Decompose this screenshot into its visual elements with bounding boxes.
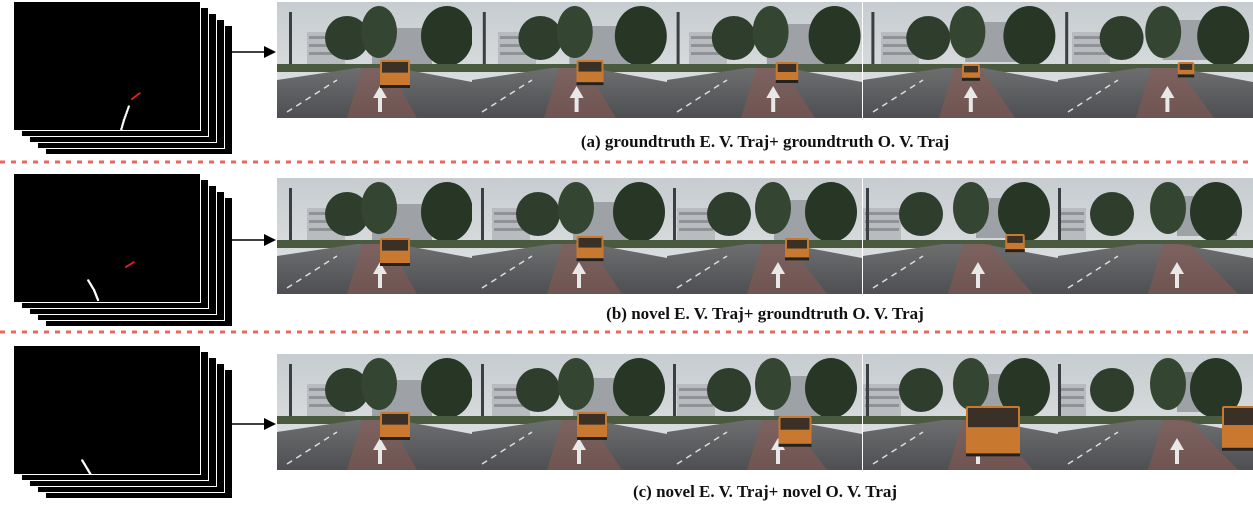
video-frame xyxy=(277,354,472,470)
trajectory-plot xyxy=(119,92,141,130)
bus xyxy=(576,236,604,262)
bus xyxy=(576,60,604,86)
ego-trajectory-point xyxy=(81,459,84,462)
bus xyxy=(776,62,799,83)
row-a: (a) groundtruth E. V. Traj+ groundtruth … xyxy=(0,1,1253,162)
video-frame xyxy=(667,178,863,294)
divider xyxy=(0,330,1253,334)
bus xyxy=(380,60,410,88)
trajectory-frame-stack xyxy=(13,1,244,155)
video-frame xyxy=(667,354,863,470)
video-frame xyxy=(277,2,472,118)
video-frame xyxy=(862,354,1058,470)
bus xyxy=(1221,406,1253,451)
bus xyxy=(961,64,980,81)
video-frame xyxy=(862,178,1058,294)
video-frame xyxy=(277,178,472,294)
video-frame xyxy=(1057,354,1253,470)
other-trajectory-point xyxy=(138,92,141,95)
trajectory-frame xyxy=(13,173,201,303)
bus xyxy=(1004,234,1025,253)
ego-trajectory-point xyxy=(127,105,130,108)
video-frame xyxy=(1057,178,1253,294)
caption: (b) novel E. V. Traj+ groundtruth O. V. … xyxy=(606,304,924,323)
video-frame xyxy=(862,2,1058,118)
video-frame xyxy=(1057,2,1253,118)
bus xyxy=(380,238,410,266)
trajectory-plot xyxy=(87,261,135,302)
generated-video-frames xyxy=(277,2,1253,118)
trajectory-frame xyxy=(13,1,201,131)
bus xyxy=(577,412,608,440)
bus xyxy=(380,412,410,440)
video-frame xyxy=(472,178,668,294)
ego-trajectory-point xyxy=(87,279,90,282)
video-frame xyxy=(667,2,863,118)
bus xyxy=(778,416,812,447)
arrow-icon xyxy=(226,234,276,246)
bus xyxy=(1177,62,1194,78)
video-frame xyxy=(472,354,668,470)
generated-video-frames xyxy=(277,178,1253,294)
caption: (c) novel E. V. Traj+ novel O. V. Traj xyxy=(632,482,898,501)
trajectory-plot xyxy=(81,459,92,474)
arrow-icon xyxy=(226,418,276,430)
row-b: (b) novel E. V. Traj+ groundtruth O. V. … xyxy=(0,173,1253,334)
video-frame xyxy=(472,2,668,118)
trajectory-frame xyxy=(13,345,201,475)
divider xyxy=(0,160,1253,164)
bus xyxy=(965,406,1020,457)
generated-video-frames xyxy=(277,354,1253,470)
bus xyxy=(785,238,810,261)
caption: (a) groundtruth E. V. Traj+ groundtruth … xyxy=(580,132,950,151)
trajectory-frame-stack xyxy=(13,345,244,499)
trajectory-frame-stack xyxy=(13,173,244,327)
row-c: (c) novel E. V. Traj+ novel O. V. Traj xyxy=(0,345,1253,506)
arrow-icon xyxy=(226,46,276,58)
other-trajectory-point xyxy=(132,261,135,264)
